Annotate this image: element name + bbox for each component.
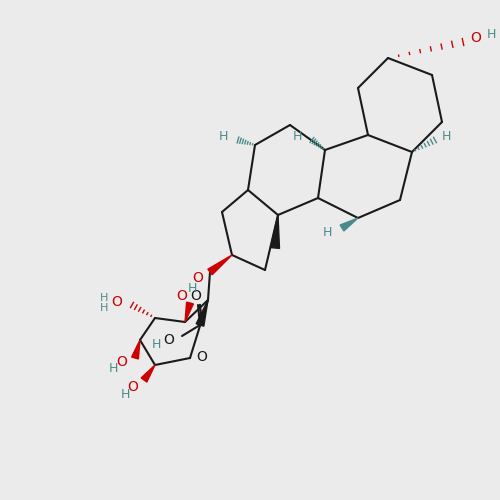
Polygon shape xyxy=(340,218,358,231)
Text: H: H xyxy=(292,130,302,142)
Text: O: O xyxy=(190,289,202,303)
Text: O: O xyxy=(116,355,127,369)
Text: H: H xyxy=(100,303,108,313)
Text: H: H xyxy=(152,338,161,350)
Text: H: H xyxy=(218,130,228,143)
Text: O: O xyxy=(192,271,203,285)
Polygon shape xyxy=(208,255,232,275)
Polygon shape xyxy=(196,300,208,326)
Text: O: O xyxy=(111,295,122,309)
Text: H: H xyxy=(108,362,118,374)
Text: H: H xyxy=(100,293,108,303)
Text: O: O xyxy=(470,31,481,45)
Text: H: H xyxy=(188,282,196,294)
Text: H: H xyxy=(120,388,130,400)
Text: H: H xyxy=(322,226,332,238)
Text: O: O xyxy=(163,333,174,347)
Polygon shape xyxy=(132,340,140,359)
Polygon shape xyxy=(185,302,194,322)
Polygon shape xyxy=(270,215,280,248)
Text: O: O xyxy=(196,350,207,364)
Text: H: H xyxy=(442,130,452,142)
Polygon shape xyxy=(141,365,155,382)
Text: O: O xyxy=(127,380,138,394)
Text: H: H xyxy=(487,28,496,40)
Text: O: O xyxy=(176,289,187,303)
